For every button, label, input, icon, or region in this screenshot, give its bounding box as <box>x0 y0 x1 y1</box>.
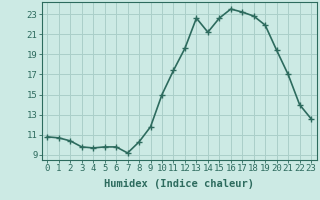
X-axis label: Humidex (Indice chaleur): Humidex (Indice chaleur) <box>104 179 254 189</box>
